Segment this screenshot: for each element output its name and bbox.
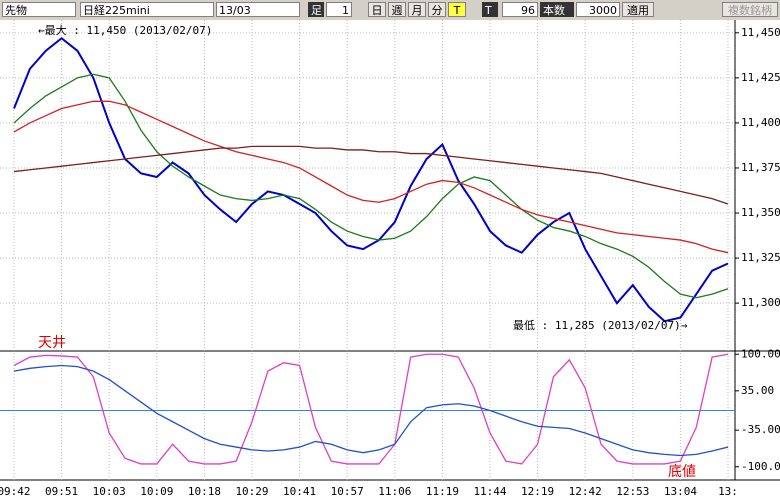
y-tick-label: -35.00 [741,423,780,436]
day-button[interactable]: 日 [368,2,386,17]
background [0,20,780,501]
annotation: 天井 [38,335,66,351]
bar-size[interactable]: 1 [326,2,352,17]
series-line [13,73,729,299]
series-line [13,36,729,323]
multi-button[interactable]: 複数銘柄 [722,2,778,17]
x-tick-label: 11:06 [378,485,411,498]
toolbar: 先物 日経225mini 13/03 足 1 日 週 月 分 T T 96 本数… [0,0,780,20]
x-tick-label: 10:29 [235,485,268,498]
x-tick-label: 09:42 [0,485,31,498]
y-tick-label: 11,450 [741,26,780,39]
y-tick-label: 11,425 [741,71,780,84]
series-line [13,100,729,254]
month-button[interactable]: 月 [408,2,426,17]
apply-button[interactable]: 適用 [622,2,654,17]
market-select[interactable]: 先物 [2,2,76,17]
x-tick-label: 11:44 [473,485,506,498]
x-tick-label: 12:53 [616,485,649,498]
series-line [13,145,729,205]
x-tick-label: 13:04 [664,485,697,498]
label: T [482,2,498,17]
x-tick-label: 10:57 [331,485,364,498]
x-tick-label: 10:41 [283,485,316,498]
y-tick-label: 11,325 [741,251,780,264]
x-tick-label: 10:18 [188,485,221,498]
y-tick-label: 100.00 [741,347,780,360]
label: 本数 [540,2,574,17]
tick-button[interactable]: T [448,2,466,17]
symbol-select[interactable]: 日経225mini [80,2,214,17]
y-tick-label: 35.00 [741,384,774,397]
y-tick-label: -100.0 [741,460,780,473]
contract-select[interactable]: 13/03 [216,2,300,17]
t-value[interactable]: 96 [502,2,538,17]
x-tick-label: 12:42 [569,485,602,498]
series-line [13,353,729,465]
x-tick-label: 12:19 [521,485,554,498]
y-tick-label: 11,375 [741,161,780,174]
annotation: 底値 [668,464,696,480]
week-button[interactable]: 週 [388,2,406,17]
x-tick-label: 10:03 [93,485,126,498]
label: 足 [308,2,324,17]
x-tick-label: 11:19 [426,485,459,498]
y-tick-label: 11,300 [741,296,780,309]
annotation: ←最大 : 11,450 (2013/02/07) [38,23,212,37]
x-tick-label: 09:51 [45,485,78,498]
y-tick-label: 11,350 [741,206,780,219]
count-value[interactable]: 3000 [576,2,620,17]
y-tick-label: 11,400 [741,116,780,129]
x-tick-label: 10:09 [140,485,173,498]
minute-button[interactable]: 分 [428,2,446,17]
series-line [13,364,729,457]
x-tick-label: 13: [718,485,738,498]
annotation: 最低 : 11,285 (2013/02/07)→ [513,319,688,332]
